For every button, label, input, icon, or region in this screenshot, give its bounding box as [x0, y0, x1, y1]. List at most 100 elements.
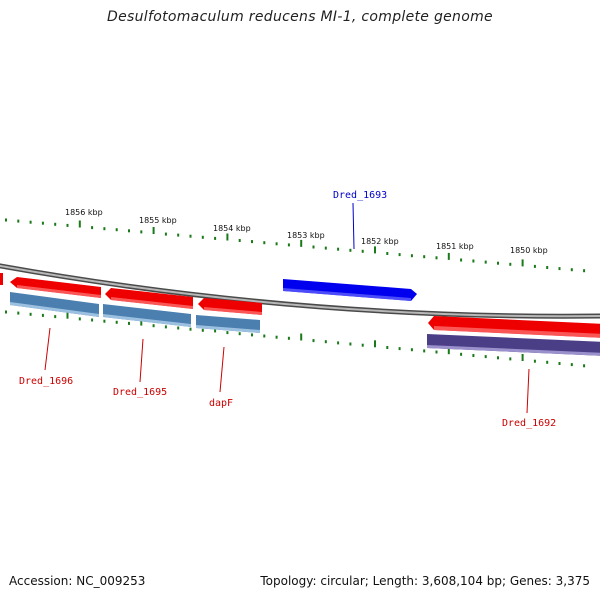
outer-minor-tick: [66, 223, 69, 227]
inner-minor-tick: [152, 324, 155, 328]
kbp-tick-labels: 1856 kbp 1855 kbp 1854 kbp 1853 kbp 1852…: [65, 208, 548, 255]
inner-minor-tick: [312, 339, 315, 343]
outer-minor-tick: [361, 249, 364, 253]
outer-minor-tick: [115, 228, 118, 232]
leader-dred-1692: [526, 368, 530, 414]
outer-minor-tick: [398, 253, 401, 257]
leader-dred-1695: [139, 338, 144, 383]
outer-minor-tick: [484, 260, 487, 264]
inner-major-tick: [66, 311, 69, 319]
inner-minor-tick: [546, 360, 549, 364]
outer-minor-tick: [337, 247, 340, 251]
inner-minor-tick: [337, 341, 340, 345]
inner-minor-tick: [17, 311, 20, 315]
gene-dred-1692-shade: [427, 345, 600, 356]
outer-minor-tick: [54, 222, 57, 226]
leader-dapf: [219, 346, 225, 393]
inner-minor-tick: [386, 346, 389, 349]
outer-minor-tick: [29, 220, 32, 224]
inner-minor-tick: [263, 334, 266, 338]
outer-minor-tick: [312, 245, 315, 249]
inner-minor-tick: [287, 336, 290, 340]
gene-dred-1696-shade: [10, 302, 99, 317]
inner-minor-tick: [533, 359, 536, 363]
tick-label-1851: 1851 kbp: [436, 242, 474, 251]
outer-minor-tick: [91, 226, 94, 230]
tick-label-1852: 1852 kbp: [361, 237, 399, 246]
cds-dred-1693[interactable]: [283, 279, 417, 301]
inner-minor-tick: [460, 352, 463, 356]
inner-minor-tick: [275, 335, 278, 339]
inner-minor-tick: [435, 350, 438, 354]
outer-minor-tick: [435, 256, 438, 260]
cds-dred-1693-shade: [283, 288, 411, 301]
inner-minor-tick: [128, 321, 130, 325]
inner-major-tick: [374, 340, 376, 348]
tick-label-1850: 1850 kbp: [510, 246, 548, 255]
outer-minor-tick: [251, 240, 253, 244]
outer-minor-tick: [140, 230, 143, 234]
outer-minor-tick: [583, 269, 586, 273]
outer-minor-tick: [41, 221, 44, 225]
inner-minor-tick: [189, 327, 192, 331]
label-dred-1696[interactable]: Dred_1696: [19, 376, 73, 387]
inner-minor-tick: [41, 313, 44, 317]
outer-major-tick: [374, 246, 376, 254]
inner-minor-tick: [423, 349, 426, 353]
outer-minor-tick: [570, 268, 573, 272]
label-dred-1692[interactable]: Dred_1692: [502, 418, 556, 429]
outer-minor-tick: [189, 234, 192, 238]
outer-minor-tick: [509, 262, 512, 266]
inner-minor-tick: [251, 333, 253, 337]
map-title: Desulfotomaculum reducens MI-1, complete…: [107, 9, 493, 25]
outer-minor-tick: [214, 236, 217, 240]
outer-minor-tick: [164, 232, 167, 236]
outer-major-tick: [152, 227, 155, 234]
inner-minor-tick: [78, 317, 81, 321]
genome-backbone-highlight: [0, 264, 600, 318]
outer-minor-tick: [275, 242, 278, 246]
inner-minor-tick: [484, 355, 487, 359]
inner-minor-tick: [115, 320, 118, 324]
inner-minor-tick: [54, 315, 57, 319]
outer-minor-tick: [472, 259, 475, 263]
cds-dapf-shade: [204, 307, 262, 315]
outer-minor-tick: [349, 248, 352, 252]
outer-minor-tick: [17, 219, 20, 223]
gene-dred-1696[interactable]: [10, 292, 99, 317]
label-dapf[interactable]: dapF: [209, 398, 233, 409]
outer-minor-tick: [177, 233, 180, 237]
genome-summary: Topology: circular; Length: 3,608,104 bp…: [260, 574, 590, 588]
leader-dred-1693: [352, 202, 355, 250]
inner-major-tick: [521, 354, 524, 361]
inner-minor-tick: [324, 340, 327, 344]
inner-minor-tick: [398, 347, 401, 351]
label-dred-1693[interactable]: Dred_1693: [333, 190, 387, 201]
outer-major-tick: [521, 259, 524, 267]
label-dred-1695[interactable]: Dred_1695: [113, 387, 167, 398]
gene-dred-1695[interactable]: [103, 304, 191, 327]
outer-minor-tick: [201, 235, 204, 239]
tick-label-1854: 1854 kbp: [213, 224, 251, 233]
inner-major-tick: [447, 347, 450, 355]
outer-minor-tick: [497, 261, 499, 265]
outer-minor-tick: [103, 227, 106, 231]
outer-major-tick: [78, 220, 81, 228]
outer-major-tick: [300, 239, 303, 247]
outer-minor-tick: [558, 267, 561, 271]
cds-partial-left[interactable]: [0, 273, 3, 285]
gene-dred-1692[interactable]: [427, 334, 600, 356]
outer-minor-tick: [410, 254, 413, 258]
inner-minor-tick: [91, 318, 94, 322]
inner-minor-tick: [361, 343, 364, 347]
outer-minor-tick: [238, 239, 241, 242]
outer-minor-tick: [324, 246, 327, 250]
outer-major-tick: [226, 233, 229, 241]
inner-minor-tick: [410, 348, 413, 352]
inner-minor-tick: [103, 319, 106, 323]
inner-minor-tick: [558, 362, 561, 365]
accession-label: Accession: NC_009253: [9, 574, 146, 588]
inner-minor-tick: [177, 326, 180, 330]
outer-minor-tick: [128, 229, 130, 233]
